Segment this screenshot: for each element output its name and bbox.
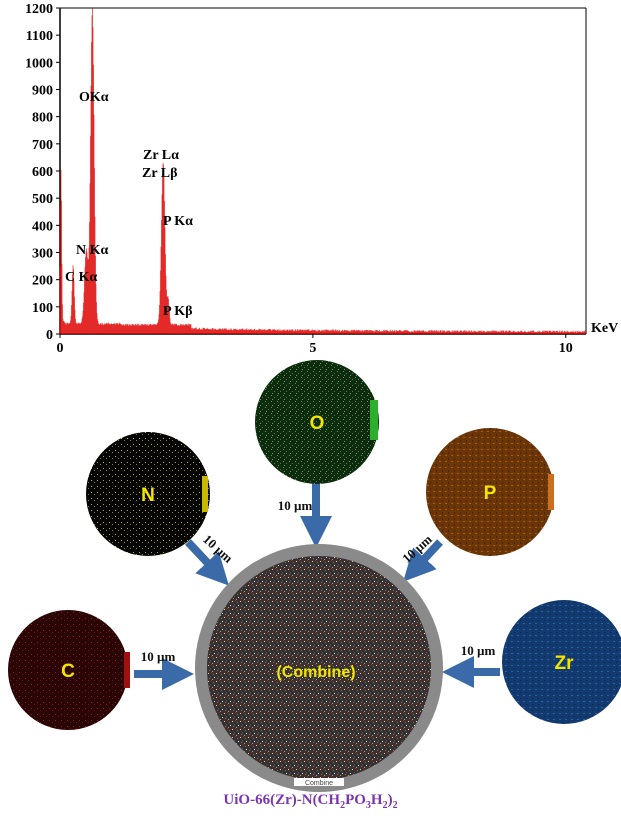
map-combine-footer-box xyxy=(294,778,344,786)
map-combine-label: (Combine) xyxy=(276,664,355,681)
arrow-p xyxy=(403,539,443,582)
y-tick-label: 200 xyxy=(32,274,53,289)
map-o-circle xyxy=(255,360,379,484)
map-zr: Zr 10 µm xyxy=(461,600,621,724)
y-tick-label: 400 xyxy=(32,219,53,234)
y-tick-label: 100 xyxy=(32,301,53,316)
map-n-label: N xyxy=(141,485,155,506)
map-p-label: P xyxy=(484,483,497,504)
map-o: O 10 µm xyxy=(255,360,379,513)
y-tick-label: 300 xyxy=(32,247,53,262)
map-zr-scale: 10 µm xyxy=(461,643,496,658)
map-combine: (Combine) Combine xyxy=(195,544,443,792)
x-tick-label: 0 xyxy=(57,341,64,355)
map-o-label: O xyxy=(310,413,325,434)
y-tick-label: 500 xyxy=(32,192,53,207)
map-c-circle xyxy=(8,610,128,730)
annotation-n-ka: N Kα xyxy=(76,243,109,258)
annotation-p-ka: P Kα xyxy=(163,214,193,229)
map-combine-circle xyxy=(207,556,431,780)
map-n-strip xyxy=(202,476,208,512)
map-p-circle xyxy=(426,428,554,556)
map-p: P 10 µm xyxy=(399,428,554,566)
x-axis-label: KeV xyxy=(591,321,618,336)
x-tick-label: 5 xyxy=(309,341,316,355)
annotation-zr-lb: Zr Lβ xyxy=(142,166,178,181)
y-tick-label: 700 xyxy=(32,138,53,153)
map-c-strip xyxy=(124,652,130,688)
annotation-c-ka: C Kα xyxy=(65,270,98,285)
y-tick-label: 600 xyxy=(32,165,53,180)
map-o-strip xyxy=(370,400,378,440)
map-c-label: C xyxy=(61,661,75,682)
map-o-scale: 10 µm xyxy=(278,498,313,513)
annotation-zr-la: Zr Lα xyxy=(143,148,179,163)
y-tick-label: 900 xyxy=(32,84,53,99)
spectrum-series xyxy=(59,8,586,334)
map-p-strip xyxy=(548,474,554,510)
map-zr-circle xyxy=(502,600,621,724)
y-tick-label: 800 xyxy=(32,111,53,126)
eds-spectrum-chart: 0100200300400500600700800900100011001200… xyxy=(25,2,618,355)
map-combine-footer: Combine xyxy=(305,780,333,787)
figure-caption: UiO-66(Zr)-N(CH2PO3H2)2 xyxy=(223,792,398,811)
y-tick-label: 0 xyxy=(46,328,53,343)
x-tick-label: 10 xyxy=(559,341,573,355)
elemental-mapping-diagram: O 10 µm N 10 µm P 10 µm C 10 µm Zr 10 µm… xyxy=(8,360,621,792)
map-n: N 10 µm xyxy=(86,432,236,566)
annotation-p-kb: P Kβ xyxy=(163,304,193,319)
annotation-o-ka: OKα xyxy=(79,90,109,105)
y-tick-label: 1200 xyxy=(25,2,53,17)
y-tick-label: 1000 xyxy=(25,56,53,71)
chart-axes xyxy=(59,7,587,335)
map-n-circle xyxy=(86,432,210,556)
y-ticks: 0 100 200 300 400 500 600 700 800 900 1000 1100 1200 xyxy=(25,2,60,343)
x-ticks: 0 5 10 xyxy=(57,334,573,355)
map-zr-label: Zr xyxy=(555,653,575,674)
y-tick-label: 1100 xyxy=(26,29,53,44)
peak-annotations: OKα Zr Lα Zr Lβ P Kα N Kα C Kα P Kβ xyxy=(65,90,193,319)
map-c-scale: 10 µm xyxy=(141,649,176,664)
map-c: C 10 µm xyxy=(8,610,175,730)
arrow-n xyxy=(185,539,229,586)
